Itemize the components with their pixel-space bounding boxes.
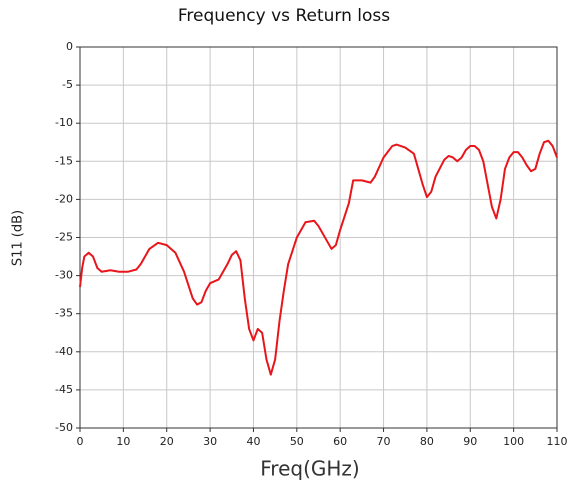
plot-frame — [79, 46, 558, 429]
y-tick-label: -45 — [55, 383, 73, 396]
x-axis-label: Freq(GHz) — [260, 457, 359, 481]
x-tick-label: 110 — [547, 435, 568, 448]
y-tick-label: -10 — [55, 116, 73, 129]
x-tick-label: 20 — [160, 435, 174, 448]
data-line — [79, 139, 558, 376]
x-tick-label: 30 — [203, 435, 217, 448]
x-tick-label: 0 — [77, 435, 84, 448]
y-tick-label: -20 — [55, 192, 73, 205]
y-tick-label: -30 — [55, 269, 73, 282]
y-tick-label: -25 — [55, 231, 73, 244]
x-tick-label: 60 — [333, 435, 347, 448]
y-tick-label: -35 — [55, 307, 73, 320]
y-tick-label: -5 — [62, 78, 73, 91]
x-tick-label: 40 — [246, 435, 260, 448]
y-tick-label: -50 — [55, 421, 73, 434]
y-tick-label: 0 — [66, 40, 73, 53]
x-tick-label: 100 — [503, 435, 524, 448]
y-axis-label: S11 (dB) — [11, 210, 26, 266]
y-tick-label: -15 — [55, 154, 73, 167]
x-tick-label: 70 — [377, 435, 391, 448]
x-tick-label: 50 — [290, 435, 304, 448]
x-tick-label: 90 — [463, 435, 477, 448]
x-tick-label: 10 — [116, 435, 130, 448]
y-tick-label: -40 — [55, 345, 73, 358]
x-tick-label: 80 — [420, 435, 434, 448]
chart-title: Frequency vs Return loss — [178, 6, 390, 26]
